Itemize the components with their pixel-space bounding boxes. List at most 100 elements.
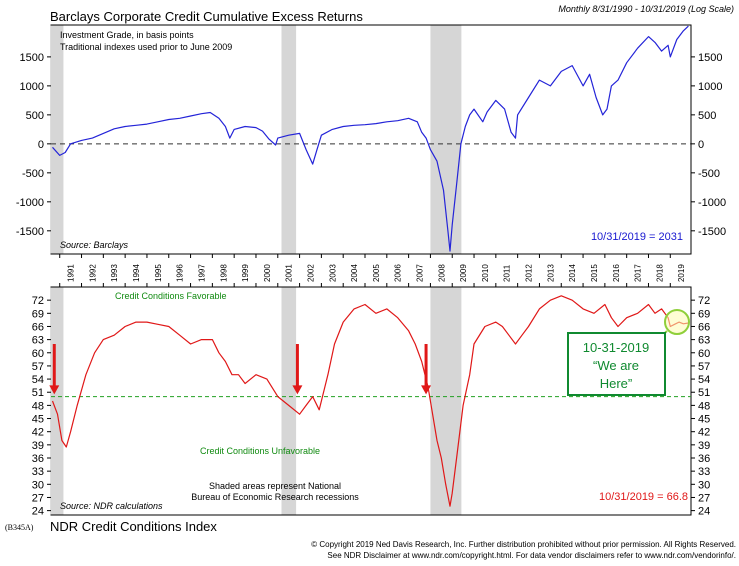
bottom-panel-frame [50, 286, 692, 516]
recession-band-top-0 [50, 25, 64, 254]
bottom-tick-label-right: 30 [698, 479, 710, 491]
year-label: 2000 [263, 264, 272, 282]
top-tick-label-right: 0 [698, 139, 704, 151]
bottom-tick-label-right: 24 [698, 506, 710, 518]
top-panel-frame [50, 24, 692, 255]
year-label: 2003 [328, 264, 337, 282]
top-y-ticks: -1500 -1500 -1000 -1000 -500 -500 0 0 500 500 1000… [16, 52, 726, 238]
callout-box [567, 332, 666, 396]
year-label: 2002 [306, 264, 315, 282]
callout-line-3: Here” [600, 376, 633, 391]
top-series [52, 25, 689, 252]
recession-note-1: Shaded areas represent National [209, 481, 341, 491]
bottom-recession-shading [50, 287, 462, 515]
year-label: 2007 [416, 264, 425, 282]
bottom-tick-label-left: 30 [32, 479, 44, 491]
bottom-tick-label-left: 66 [32, 321, 44, 333]
top-tick-label-left: 1500 [20, 52, 44, 64]
year-label: 2012 [525, 264, 534, 282]
bottom-tick-label-left: 27 [32, 492, 44, 504]
recession-band-top-2 [430, 25, 462, 254]
signal-arrow-head-1 [292, 385, 303, 395]
bottom-series [51, 295, 689, 507]
bottom-tick-label-left: 36 [32, 453, 44, 465]
bottom-tick-label-right: 60 [698, 348, 710, 360]
bottom-tick-label-right: 66 [698, 321, 710, 333]
year-label: 2011 [503, 264, 512, 282]
bottom-tick-label-right: 39 [698, 440, 710, 452]
year-label: 2010 [481, 264, 490, 282]
disclaimer-line: See NDR Disclaimer at www.ndr.com/copyri… [327, 551, 736, 560]
recession-band-bottom-1 [281, 287, 297, 515]
bottom-tick-label-right: 69 [698, 308, 710, 320]
recession-note-2: Bureau of Economic Research recessions [191, 492, 359, 502]
bottom-tick-label-left: 60 [32, 348, 44, 360]
top-tick-label-left: 500 [26, 110, 44, 122]
year-label: 2006 [394, 264, 403, 282]
bottom-tick-label-right: 57 [698, 361, 710, 373]
bottom-chart-title: NDR Credit Conditions Index [50, 519, 217, 534]
bottom-tick-label-right: 63 [698, 335, 710, 347]
year-label: 2018 [655, 264, 664, 282]
top-tick-label-left: -1500 [16, 226, 44, 238]
bottom-tick-label-right: 42 [698, 427, 710, 439]
year-label: 1992 [88, 264, 97, 282]
year-label: 2009 [459, 264, 468, 282]
unfavorable-label: Credit Conditions Unfavorable [200, 446, 320, 456]
signal-arrow-head-2 [421, 385, 432, 395]
bottom-tick-label-right: 72 [698, 295, 710, 307]
year-label: 2004 [350, 264, 359, 282]
year-label: 1996 [176, 264, 185, 282]
bottom-tick-label-right: 45 [698, 414, 710, 426]
signal-arrows [49, 344, 432, 395]
year-label: 1994 [132, 264, 141, 282]
bottom-tick-label-left: 45 [32, 414, 44, 426]
callout-line-2: “We are [593, 358, 639, 373]
year-label: 1998 [219, 264, 228, 282]
bottom-source: Source: NDR calculations [60, 501, 163, 511]
recession-band-bottom-0 [50, 287, 64, 515]
top-tick-label-right: -1000 [698, 197, 726, 209]
year-label: 1999 [241, 264, 250, 282]
chart-code: (B345A) [5, 523, 34, 532]
top-source: Source: Barclays [60, 240, 129, 250]
top-tick-label-left: 1000 [20, 81, 44, 93]
year-label: 1993 [110, 264, 119, 282]
bottom-tick-label-right: 36 [698, 453, 710, 465]
top-note-2: Traditional indexes used prior to June 2… [60, 42, 232, 52]
year-label: 2016 [612, 264, 621, 282]
top-tick-label-left: 0 [38, 139, 44, 151]
bottom-tick-label-left: 39 [32, 440, 44, 452]
bottom-tick-label-left: 69 [32, 308, 44, 320]
copyright-line: © Copyright 2019 Ned Davis Research, Inc… [311, 540, 736, 549]
bottom-tick-label-left: 63 [32, 335, 44, 347]
top-tick-label-right: 500 [698, 110, 716, 122]
year-label: 2001 [285, 264, 294, 282]
bottom-tick-label-left: 57 [32, 361, 44, 373]
year-label: 2005 [372, 264, 381, 282]
bottom-tick-label-right: 27 [698, 492, 710, 504]
year-label: 1991 [67, 264, 76, 282]
top-tick-label-right: -1500 [698, 226, 726, 238]
top-tick-label-left: -500 [22, 168, 44, 180]
bottom-tick-label-left: 42 [32, 427, 44, 439]
year-label: 2019 [677, 264, 686, 282]
bottom-tick-label-left: 33 [32, 466, 44, 478]
top-tick-label-right: -500 [698, 168, 720, 180]
year-label: 2015 [590, 264, 599, 282]
year-label: 1995 [154, 264, 163, 282]
bottom-tick-label-right: 54 [698, 374, 710, 386]
year-axis: 1991 1992 1993 1994 1995 1996 1997 1998 1999 2000… [59, 254, 686, 287]
bottom-tick-label-left: 72 [32, 295, 44, 307]
top-last-value: 10/31/2019 = 2031 [591, 231, 683, 243]
bottom-last-value: 10/31/2019 = 66.8 [599, 491, 688, 503]
top-tick-label-left: -1000 [16, 197, 44, 209]
year-label: 2014 [568, 264, 577, 282]
bottom-tick-label-right: 51 [698, 387, 710, 399]
top-note-1: Investment Grade, in basis points [60, 30, 194, 40]
bottom-tick-label-left: 51 [32, 387, 44, 399]
scale-note: Monthly 8/31/1990 - 10/31/2019 (Log Scal… [558, 4, 734, 14]
signal-arrow-head-0 [49, 385, 60, 395]
